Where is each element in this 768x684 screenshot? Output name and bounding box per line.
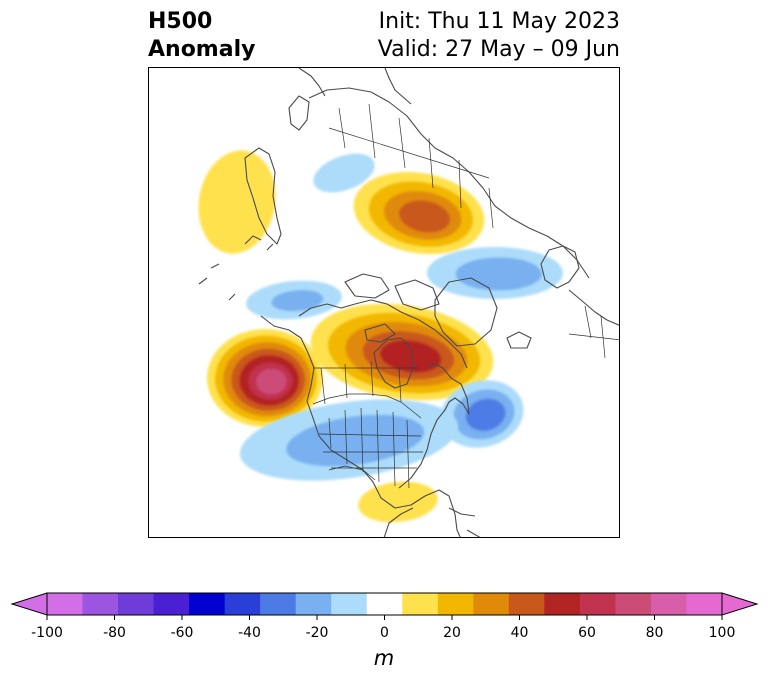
russia-internal-lines <box>328 103 494 229</box>
colorbar-tick-label: 0 <box>380 625 389 641</box>
canada-north-coast <box>298 299 468 369</box>
anomaly-contour <box>399 200 450 233</box>
colorbar-tick-label: 40 <box>511 625 529 641</box>
anomaly-central-eastern-united-states <box>239 399 459 481</box>
colorbar-box <box>650 593 687 615</box>
colorbar-tick-label: -100 <box>31 625 63 641</box>
anomaly-arctic-ocean-north-of-alaska <box>246 280 342 320</box>
colorbar-box <box>189 593 226 615</box>
arctic-islands-3 <box>364 323 396 343</box>
colorbar-box <box>47 593 84 615</box>
colorbar-extend-high <box>721 592 759 616</box>
hudson-bay <box>373 337 414 389</box>
map-panel <box>148 67 620 538</box>
colorbar-tick-label: 20 <box>443 625 461 641</box>
colorbar-tick-label: -40 <box>238 625 261 641</box>
anomaly-contour <box>198 150 276 254</box>
anomaly-contour <box>455 257 542 291</box>
anomaly-map <box>198 68 619 537</box>
scandinavia <box>540 245 580 289</box>
colorbar-box <box>331 593 368 615</box>
colorbar-boxes <box>10 592 759 616</box>
colorbar-box <box>508 593 545 615</box>
colorbar-box <box>544 593 581 615</box>
east-coast-us <box>398 363 470 489</box>
colorbar-box <box>402 593 439 615</box>
anomaly-contours <box>198 150 563 523</box>
anomaly-contour <box>271 290 324 312</box>
coastlines-borders <box>198 68 619 537</box>
anomaly-contour <box>358 481 438 523</box>
anomaly-contour <box>380 340 441 373</box>
colorbar-box <box>260 593 297 615</box>
canada-province-lines <box>313 361 419 405</box>
colorbar-box <box>295 593 332 615</box>
anomaly-contour <box>256 368 287 395</box>
anomaly-northwest-canada <box>313 153 375 193</box>
colorbar: -100 -80 -60 -40 -20 0 20 40 60 80 100 <box>10 592 759 641</box>
chart-title-left: H500 Anomaly <box>148 8 255 64</box>
us-state-lines <box>318 407 423 489</box>
anomaly-contour <box>465 398 506 431</box>
colorbar-box <box>82 593 119 615</box>
us-canada-border <box>312 393 422 419</box>
anomaly-contour <box>286 414 425 467</box>
colorbar-box <box>437 593 474 615</box>
political-borders <box>312 103 619 489</box>
siberia-coast <box>308 87 590 279</box>
central-america <box>448 507 481 537</box>
anomaly-north-atlantic-off-newfoundland <box>440 380 524 448</box>
greenland <box>434 277 498 347</box>
arctic-islands-1 <box>344 273 390 299</box>
west-coast-islands <box>198 263 236 301</box>
title-anomaly: Anomaly <box>148 37 256 62</box>
title-field-name: H500 <box>148 9 213 34</box>
colorbar-tick-label: 60 <box>578 625 596 641</box>
europe-coast <box>568 289 619 326</box>
arctic-islands-2 <box>394 279 440 311</box>
anomaly-northeast-pacific-off-california <box>207 329 323 427</box>
east-asia-coast <box>298 68 412 105</box>
colorbar-tick-label: -80 <box>103 625 126 641</box>
colorbar-box <box>686 593 723 615</box>
alaska <box>244 147 282 245</box>
colorbar-unit-label: m <box>373 646 395 670</box>
colorbar-box <box>366 593 403 615</box>
anomaly-siberia-arctic-coast <box>427 247 563 299</box>
anomaly-arctic-north-of-siberia <box>353 171 485 255</box>
colorbar-box <box>473 593 510 615</box>
colorbar-tick-label: 80 <box>646 625 664 641</box>
anomaly-contour <box>313 153 375 193</box>
colorbar-box <box>615 593 652 615</box>
colorbar-tick-label: 100 <box>709 625 736 641</box>
europe-lines <box>568 305 619 359</box>
colorbar-box <box>224 593 261 615</box>
colorbar-ticks: -100 -80 -60 -40 -20 0 20 40 60 80 100 <box>31 615 735 641</box>
init-date: Init: Thu 11 May 2023 <box>378 9 620 34</box>
colorbar-box <box>153 593 190 615</box>
anomaly-northeast-pacific-gulf-of-alaska <box>198 150 276 254</box>
anomaly-us-southeast-gulf-coast <box>358 481 438 523</box>
alaska-aleutians <box>244 235 274 251</box>
colorbar-box <box>118 593 155 615</box>
colorbar-tick-label: -20 <box>306 625 329 641</box>
iceland <box>506 331 532 349</box>
colorbar-tick-label: -60 <box>171 625 194 641</box>
valid-period: Valid: 27 May – 09 Jun <box>377 37 620 62</box>
kamchatka <box>288 95 310 131</box>
colorbar-extend-low <box>10 592 48 616</box>
chart-title-right: Init: Thu 11 May 2023 Valid: 27 May – 09… <box>378 8 620 64</box>
colorbar-box <box>579 593 616 615</box>
